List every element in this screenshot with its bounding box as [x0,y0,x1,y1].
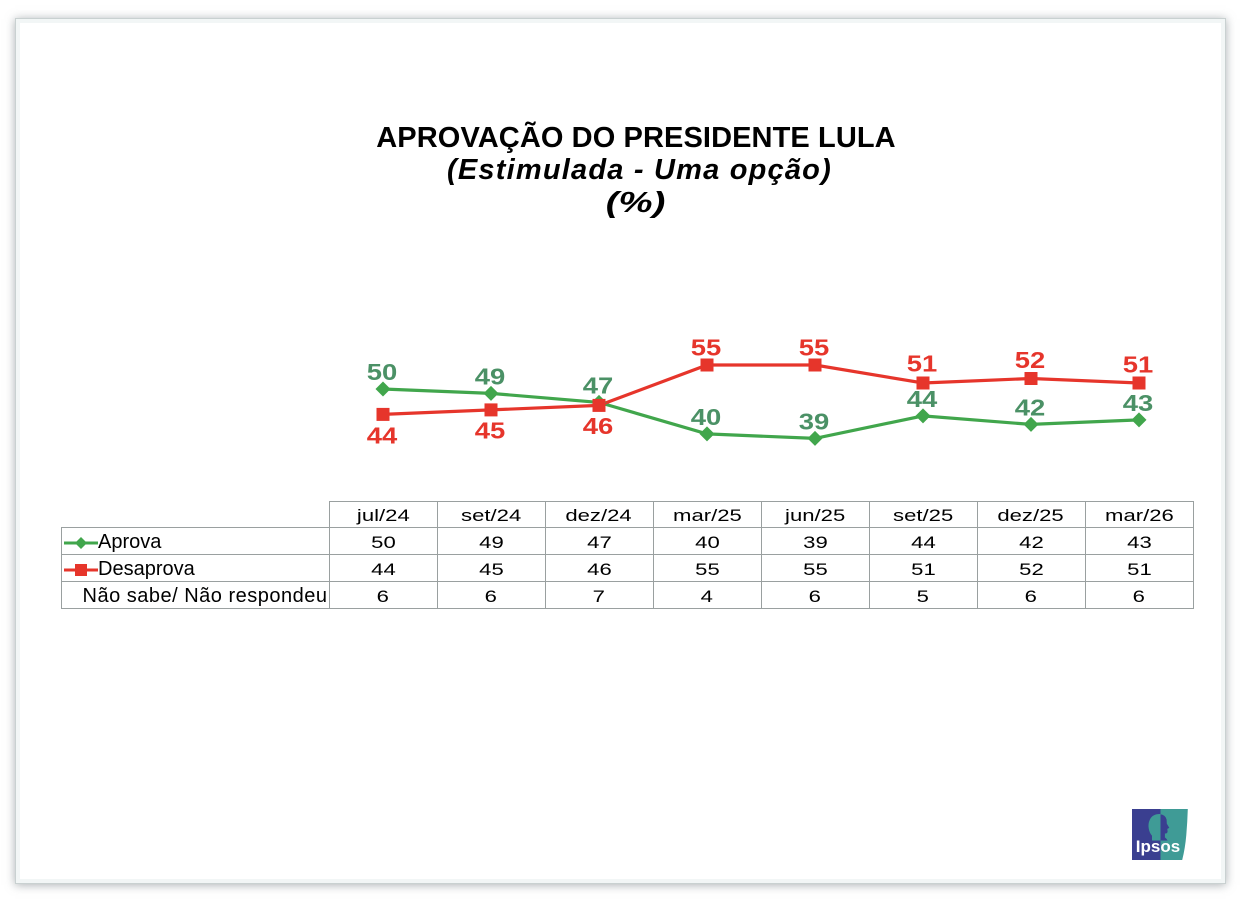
svg-text:51: 51 [907,351,938,377]
svg-text:50: 50 [367,359,398,385]
svg-text:51: 51 [1123,352,1154,378]
svg-text:44: 44 [907,386,938,412]
svg-text:47: 47 [583,372,614,398]
svg-text:46: 46 [583,413,614,439]
svg-text:49: 49 [475,363,506,389]
svg-text:44: 44 [367,423,398,449]
svg-text:42: 42 [1015,394,1046,420]
svg-text:45: 45 [475,418,506,444]
svg-text:52: 52 [1015,347,1046,373]
svg-text:39: 39 [799,408,830,434]
svg-text:40: 40 [691,404,722,430]
svg-text:55: 55 [799,335,830,361]
svg-text:43: 43 [1123,390,1154,416]
svg-text:55: 55 [691,335,722,361]
svg-text:Ipsos: Ipsos [1136,837,1180,856]
